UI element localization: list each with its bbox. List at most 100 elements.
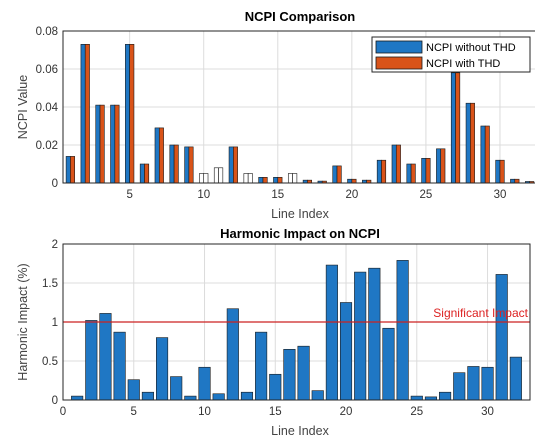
bar-2-1 xyxy=(70,156,76,184)
y-axis-label: NCPI Value xyxy=(16,75,30,139)
chart-title: NCPI Comparison xyxy=(245,9,356,24)
legend-swatch-series-1 xyxy=(375,40,423,54)
bar-1-10 xyxy=(198,366,211,401)
x-tick-label: 10 xyxy=(197,189,210,201)
bar-1-31 xyxy=(495,274,508,401)
bar-1-14 xyxy=(258,177,264,184)
bar-1-28 xyxy=(453,372,466,401)
y-tick-label: 0 xyxy=(52,395,58,407)
x-tick-label: 5 xyxy=(126,189,132,201)
bar-2-23 xyxy=(395,144,401,184)
bar-1-7 xyxy=(156,337,169,401)
bar-1-23 xyxy=(391,144,397,184)
bar-2-13 xyxy=(247,173,253,184)
bar-1-30 xyxy=(481,366,494,401)
bar-2-20 xyxy=(351,178,357,184)
x-tick-label: 5 xyxy=(131,406,137,418)
bar-1-11 xyxy=(212,393,225,401)
bar-1-7 xyxy=(154,127,160,184)
plot-frame xyxy=(62,30,535,184)
x-tick-label: 30 xyxy=(481,406,494,418)
bar-1-29 xyxy=(480,125,486,184)
bar-1-24 xyxy=(406,163,412,184)
bar-1-31 xyxy=(510,178,516,184)
y-tick-label: 0.08 xyxy=(36,26,58,38)
y-axis-label: Harmonic Impact (%) xyxy=(16,263,30,380)
bar-1-2 xyxy=(80,43,86,184)
bar-2-9 xyxy=(188,146,194,184)
bar-1-28 xyxy=(465,102,471,184)
bar-2-31 xyxy=(514,178,520,184)
y-tick-label: 1.5 xyxy=(42,278,58,290)
bar-1-9 xyxy=(184,146,190,184)
chart-title: Harmonic Impact on NCPI xyxy=(220,226,380,241)
bar-1-29 xyxy=(467,366,480,401)
bar-1-32 xyxy=(509,356,522,401)
legend-entry-series-2: NCPI with THD xyxy=(426,58,500,70)
bar-1-18 xyxy=(311,390,324,401)
legend-swatch-series-2 xyxy=(375,56,423,70)
bar-2-12 xyxy=(233,146,238,184)
bar-1-26 xyxy=(436,148,442,184)
reference-line-label: Significant Impact xyxy=(433,306,528,320)
bar-1-23 xyxy=(382,327,395,401)
bar-2-16 xyxy=(292,173,298,184)
x-tick-label: 25 xyxy=(420,189,433,201)
bar-2-15 xyxy=(277,177,283,184)
bar-1-15 xyxy=(273,177,279,184)
bar-1-25 xyxy=(410,395,423,401)
y-tick-label: 0.06 xyxy=(36,64,58,76)
bar-1-22 xyxy=(376,159,382,184)
bar-1-3 xyxy=(99,313,112,401)
bar-2-11 xyxy=(218,167,224,184)
bar-2-6 xyxy=(144,163,150,184)
x-tick-label: 25 xyxy=(410,406,423,418)
bar-1-4 xyxy=(110,104,116,184)
bar-1-27 xyxy=(450,72,456,184)
x-tick-label: 10 xyxy=(198,406,211,418)
bar-2-7 xyxy=(158,127,164,184)
bar-1-11 xyxy=(213,167,219,184)
bar-1-5 xyxy=(125,43,130,184)
bar-1-5 xyxy=(127,379,140,401)
bar-1-8 xyxy=(169,144,175,184)
x-tick-label: 20 xyxy=(345,189,358,201)
bar-1-3 xyxy=(95,104,101,184)
bar-2-25 xyxy=(425,158,431,184)
bar-2-22 xyxy=(381,159,387,184)
bar-1-21 xyxy=(354,271,367,401)
y-tick-label: 2 xyxy=(52,239,58,251)
bar-1-8 xyxy=(170,376,183,401)
bar-2-26 xyxy=(440,148,446,184)
bar-2-29 xyxy=(484,125,490,184)
bar-2-10 xyxy=(203,173,209,184)
y-tick-label: 0.04 xyxy=(36,102,59,114)
bar-1-25 xyxy=(421,158,427,184)
bar-1-16 xyxy=(283,348,296,401)
bar-1-12 xyxy=(228,146,234,184)
bar-1-4 xyxy=(113,331,126,401)
x-tick-label: 30 xyxy=(494,189,507,201)
bar-1-19 xyxy=(325,264,338,401)
bar-2-14 xyxy=(262,177,268,184)
x-tick-label: 15 xyxy=(269,406,282,418)
y-tick-label: 1 xyxy=(52,317,58,329)
bar-1-20 xyxy=(339,302,353,401)
legend: NCPI without THD NCPI with THD xyxy=(371,36,531,73)
bar-1-1 xyxy=(65,156,71,184)
bar-1-24 xyxy=(396,260,409,401)
bar-1-20 xyxy=(347,178,353,184)
bar-1-27 xyxy=(439,391,452,401)
y-tick-label: 0.02 xyxy=(36,140,58,152)
bar-1-17 xyxy=(297,345,310,401)
bar-2-4 xyxy=(114,104,120,184)
bar-1-9 xyxy=(184,395,197,401)
bar-2-28 xyxy=(470,102,475,184)
bar-1-6 xyxy=(139,163,145,184)
legend-entry-series-1: NCPI without THD xyxy=(426,42,516,54)
bar-2-27 xyxy=(455,72,461,184)
bar-1-13 xyxy=(240,391,254,401)
bar-1-19 xyxy=(332,165,338,184)
bar-1-22 xyxy=(368,267,381,401)
